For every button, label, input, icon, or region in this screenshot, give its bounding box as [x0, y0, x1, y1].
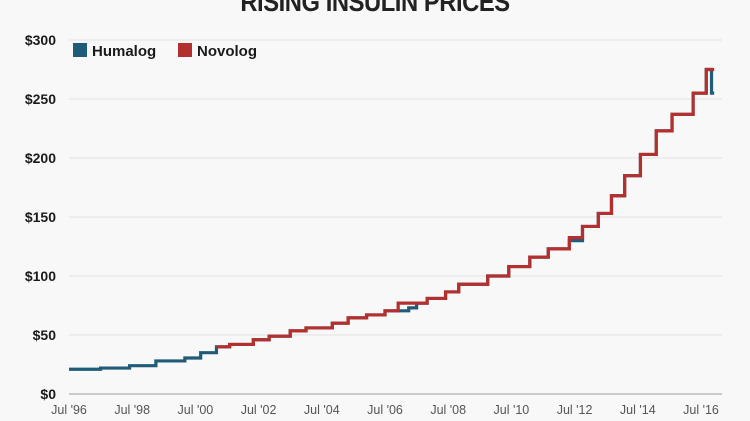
x-tick-label: Jul '00 [178, 403, 214, 417]
y-tick-label: $200 [25, 150, 56, 166]
x-tick-label: Jul '04 [304, 403, 340, 417]
y-tick-label: $50 [33, 327, 57, 343]
x-tick-label: Jul '14 [620, 403, 656, 417]
chart-title: RISING INSULIN PRICES [240, 0, 510, 17]
legend-label: Humalog [92, 43, 156, 60]
y-tick-label: $100 [25, 268, 56, 284]
x-tick-label: Jul '96 [51, 403, 87, 417]
x-tick-label: Jul '98 [114, 403, 150, 417]
y-tick-label: $300 [25, 32, 56, 48]
series-line-humalog [69, 67, 715, 371]
legend-swatch-humalog [73, 43, 87, 57]
x-tick-label: Jul '08 [430, 403, 466, 417]
x-tick-label: Jul '06 [367, 403, 403, 417]
x-tick-label: Jul '02 [241, 403, 277, 417]
y-tick-label: $250 [25, 91, 56, 107]
x-tick-label: Jul '10 [494, 403, 530, 417]
legend-swatch-novolog [178, 43, 192, 57]
series-line-novolog [216, 67, 715, 349]
x-tick-label: Jul '12 [557, 403, 593, 417]
y-tick-label: $0 [40, 386, 56, 402]
y-tick-label: $150 [25, 209, 56, 225]
legend-label: Novolog [197, 43, 257, 60]
x-tick-label: Jul '16 [683, 403, 719, 417]
